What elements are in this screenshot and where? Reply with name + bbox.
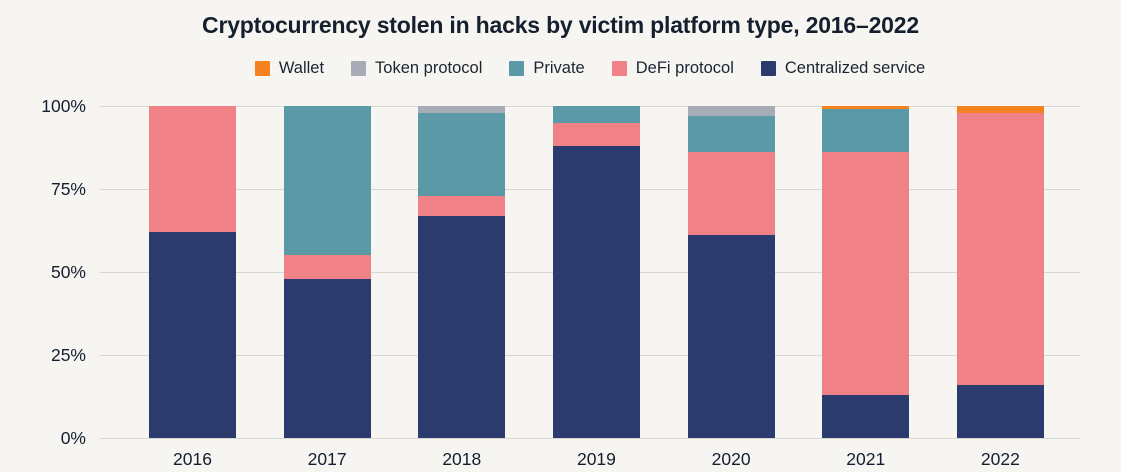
bar-segment-2022-defi-protocol	[956, 112, 1044, 385]
bar-segment-2020-centralized-service	[687, 235, 775, 438]
legend: Wallet Token protocol Private DeFi protocol…	[100, 59, 1080, 78]
bar-segment-2020-defi-protocol	[687, 152, 775, 236]
gridline-0-	[100, 438, 1080, 439]
bar-segment-2016-defi-protocol	[149, 106, 236, 233]
legend-item-defi-protocol: DeFi protocol	[611, 59, 734, 78]
legend-label: Token protocol	[375, 59, 483, 77]
bar-2021	[822, 106, 910, 438]
bar-segment-2017-private	[283, 106, 371, 256]
bar-segment-2021-wallet	[822, 106, 910, 110]
legend-item-centralized-service: Centralized service	[760, 59, 926, 78]
bar-segment-2018-defi-protocol	[418, 195, 506, 216]
bar-segment-2019-defi-protocol	[552, 122, 640, 146]
bar-segment-2018-private	[418, 112, 506, 196]
x-axis-label-2017: 2017	[307, 449, 347, 469]
bar-2022	[956, 106, 1044, 438]
bar-segment-2017-defi-protocol	[283, 255, 371, 279]
bar-segment-2018-token-protocol	[418, 106, 506, 113]
bar-2016	[149, 106, 236, 438]
legend-swatch-wallet	[254, 61, 270, 76]
x-axis-label-2016: 2016	[173, 449, 212, 469]
legend-item-token-protocol: Token protocol	[351, 59, 482, 78]
legend-swatch-centralized-service	[760, 61, 776, 76]
bar-2019	[552, 106, 640, 438]
x-axis-label-2019: 2019	[576, 449, 616, 469]
bar-segment-2019-private	[552, 106, 640, 123]
bar-segment-2022-wallet	[956, 106, 1044, 113]
bar-segment-2021-private	[822, 109, 910, 153]
y-axis-label-50-: 50%	[50, 262, 86, 282]
bar-segment-2021-defi-protocol	[822, 152, 910, 395]
legend-swatch-private	[509, 61, 525, 76]
bar-2017	[283, 106, 371, 438]
bar-segment-2016-centralized-service	[149, 232, 236, 438]
x-axis-label-2018: 2018	[442, 449, 482, 469]
x-axis-label-2020: 2020	[711, 449, 751, 469]
legend-label: Centralized service	[784, 59, 926, 77]
y-axis-label-25-: 25%	[50, 345, 86, 365]
x-axis-label-2021: 2021	[846, 449, 886, 469]
bar-segment-2019-centralized-service	[552, 145, 640, 438]
legend-label: DeFi protocol	[635, 59, 734, 77]
bar-segment-2022-centralized-service	[956, 384, 1044, 438]
chart-title: Cryptocurrency stolen in hacks by victim…	[202, 12, 919, 38]
y-axis-label-75-: 75%	[50, 179, 86, 199]
legend-label: Wallet	[278, 59, 325, 77]
bar-segment-2017-centralized-service	[283, 278, 371, 438]
legend-swatch-defi-protocol	[611, 61, 627, 76]
legend-swatch-token-protocol	[351, 61, 367, 76]
legend-item-private: Private	[509, 59, 585, 78]
legend-label: Private	[533, 59, 585, 77]
bar-segment-2018-centralized-service	[418, 215, 506, 438]
y-axis-label-0-: 0%	[60, 428, 86, 448]
bar-segment-2020-private	[687, 115, 775, 153]
bar-segment-2020-token-protocol	[687, 106, 775, 116]
x-axis-label-2022: 2022	[980, 449, 1020, 469]
bar-2018	[418, 106, 506, 438]
bar-2020	[687, 106, 775, 438]
y-axis-label-100-: 100%	[41, 96, 86, 116]
bar-segment-2021-centralized-service	[822, 394, 910, 438]
legend-item-wallet: Wallet	[254, 59, 325, 78]
